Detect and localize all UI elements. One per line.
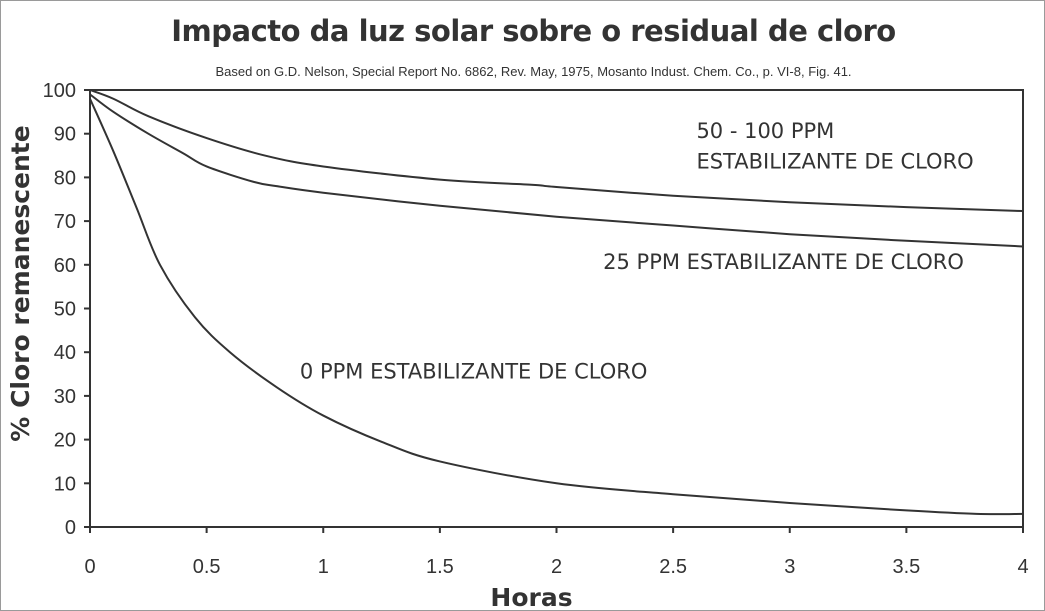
annotation-label: 0 PPM ESTABILIZANTE DE CLORO — [300, 359, 647, 383]
x-tick-label: 2.5 — [659, 556, 687, 578]
x-tick-label: 0 — [84, 556, 95, 578]
y-tick-label: 90 — [54, 124, 76, 146]
y-tick-label: 10 — [54, 473, 76, 495]
series-line-1 — [89, 89, 1024, 213]
x-tick-label: 3.5 — [892, 556, 920, 578]
y-tick-label: 70 — [54, 211, 76, 233]
y-tick-label: 20 — [54, 430, 76, 452]
y-tick-label: 50 — [54, 299, 76, 321]
series-line-2 — [89, 93, 1024, 248]
x-axis-label: Horas — [490, 583, 572, 611]
y-tick-label: 40 — [54, 342, 76, 364]
x-tick-label: 4 — [1017, 556, 1028, 578]
chart-title: Impacto da luz solar sobre o residual de… — [171, 14, 896, 48]
y-tick-label: 100 — [43, 80, 76, 102]
series-line-3 — [89, 98, 1024, 516]
annotation-label: ESTABILIZANTE DE CLORO — [696, 150, 973, 174]
y-tick-label: 0 — [65, 517, 76, 539]
annotation-label: 50 - 100 PPM — [696, 119, 834, 143]
x-tick-label: 1.5 — [426, 556, 454, 578]
x-tick-label: 2 — [551, 556, 562, 578]
x-tick-label: 0.5 — [193, 556, 221, 578]
x-tick-label: 1 — [318, 556, 329, 578]
y-tick-label: 30 — [54, 386, 76, 408]
y-tick-label: 80 — [54, 167, 76, 189]
x-tick-label: 3 — [784, 556, 795, 578]
y-tick-label: 60 — [54, 255, 76, 277]
y-axis-label: % Cloro remanescente — [6, 125, 35, 441]
annotation-label: 25 PPM ESTABILIZANTE DE CLORO — [603, 250, 964, 274]
chart-subtitle: Based on G.D. Nelson, Special Report No.… — [215, 64, 852, 79]
